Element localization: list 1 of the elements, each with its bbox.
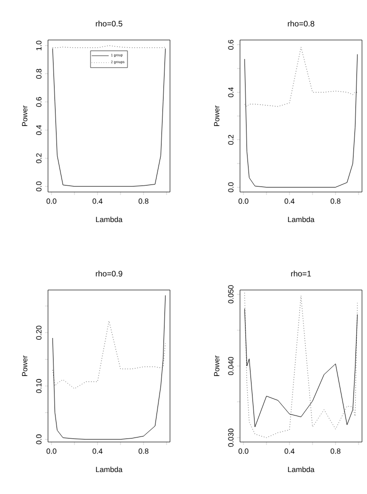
- line-series: [244, 292, 358, 438]
